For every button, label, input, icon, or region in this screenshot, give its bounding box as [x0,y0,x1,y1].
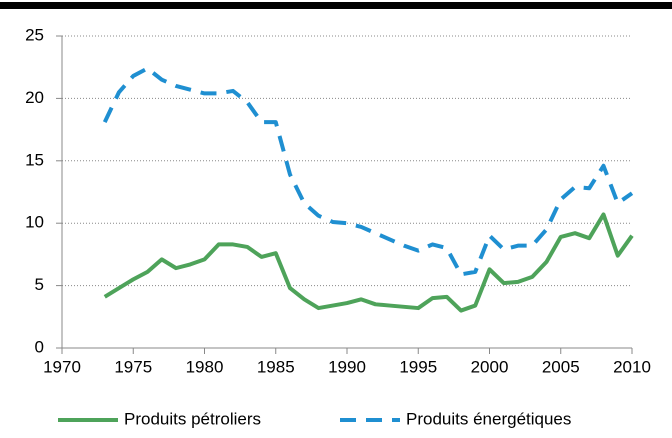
y-tick-label: 25 [25,25,44,44]
y-tick-label: 20 [25,88,44,107]
top-bar [0,2,672,9]
legend-label: Produits pétroliers [124,409,261,428]
x-tick-label: 2000 [471,357,509,376]
y-tick-label: 10 [25,213,44,232]
y-tick-label: 5 [35,275,44,294]
y-tick-label: 0 [35,337,44,356]
x-tick-label: 1970 [43,357,81,376]
y-tick-label: 15 [25,150,44,169]
x-tick-label: 1995 [399,357,437,376]
x-tick-label: 1980 [186,357,224,376]
x-tick-label: 1985 [257,357,295,376]
x-tick-label: 1990 [328,357,366,376]
x-tick-label: 2005 [542,357,580,376]
x-tick-label: 2010 [613,357,651,376]
data-line [103,212,634,313]
x-tick-label: 1975 [114,357,152,376]
legend-label: Produits énergétiques [406,409,571,428]
data-line [102,66,634,277]
